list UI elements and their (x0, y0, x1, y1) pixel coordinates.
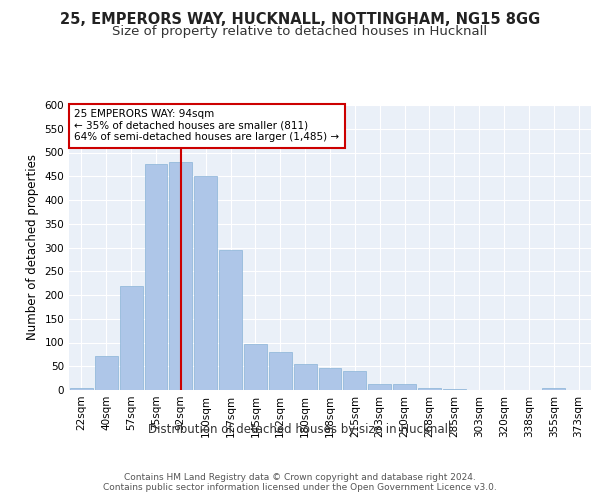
Bar (542, 388, 565, 390)
Bar (343, 370, 366, 390)
Text: Distribution of detached houses by size in Hucknall: Distribution of detached houses by size … (148, 422, 452, 436)
Bar (443, 389, 466, 390)
Text: Size of property relative to detached houses in Hucknall: Size of property relative to detached ho… (112, 25, 488, 38)
Bar (169, 162, 192, 390)
Bar (269, 352, 292, 390)
Bar (145, 164, 167, 390)
Bar (95, 356, 118, 390)
Bar (194, 176, 217, 390)
Y-axis label: Number of detached properties: Number of detached properties (26, 154, 39, 340)
Bar (368, 384, 391, 390)
Bar (219, 250, 242, 390)
Bar (319, 368, 341, 390)
Text: 25 EMPERORS WAY: 94sqm
← 35% of detached houses are smaller (811)
64% of semi-de: 25 EMPERORS WAY: 94sqm ← 35% of detached… (74, 110, 340, 142)
Bar (393, 384, 416, 390)
Bar (244, 344, 267, 390)
Bar (294, 364, 317, 390)
Bar (70, 388, 93, 390)
Bar (120, 286, 143, 390)
Text: 25, EMPERORS WAY, HUCKNALL, NOTTINGHAM, NG15 8GG: 25, EMPERORS WAY, HUCKNALL, NOTTINGHAM, … (60, 12, 540, 28)
Bar (418, 388, 441, 390)
Text: Contains HM Land Registry data © Crown copyright and database right 2024.
Contai: Contains HM Land Registry data © Crown c… (103, 472, 497, 492)
